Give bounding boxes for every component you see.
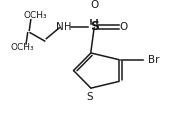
Text: H: H <box>64 22 71 32</box>
Text: OCH₃: OCH₃ <box>10 43 34 52</box>
Text: O: O <box>119 22 128 32</box>
Text: S: S <box>90 20 99 33</box>
Text: Br: Br <box>148 55 160 65</box>
Text: O: O <box>90 0 98 10</box>
Text: S: S <box>87 92 93 102</box>
Text: OCH₃: OCH₃ <box>23 11 47 20</box>
Text: N: N <box>56 22 63 32</box>
